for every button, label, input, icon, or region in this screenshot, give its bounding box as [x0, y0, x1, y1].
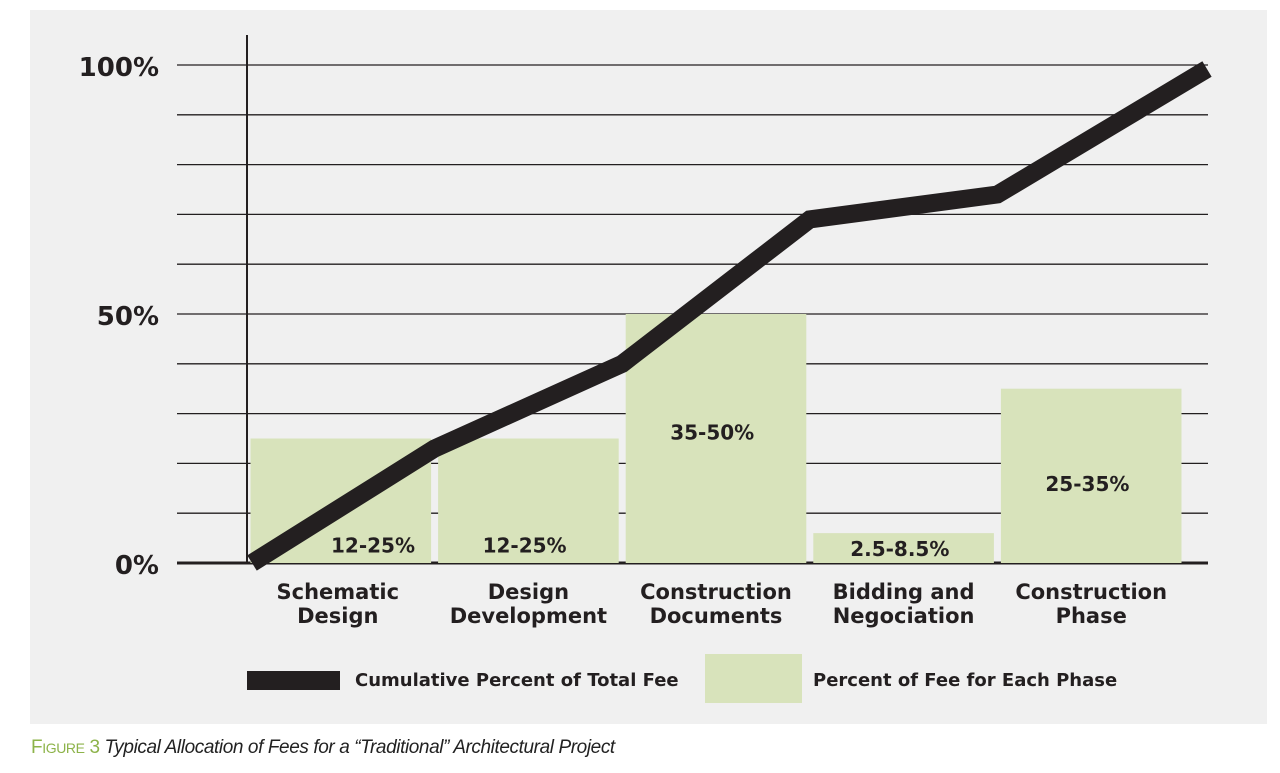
figure-caption: Figure 3 Typical Allocation of Fees for …: [31, 737, 615, 759]
x-tick-label-line: Documents: [650, 604, 783, 628]
cumulative-line: [247, 61, 1212, 571]
x-tick-label-line: Construction: [640, 580, 792, 604]
x-tick-label-line: Construction: [1015, 580, 1167, 604]
y-tick-label: 100%: [79, 53, 159, 83]
caption-text: Typical Allocation of Fees for a “Tradit…: [104, 737, 616, 758]
x-tick-label-line: Bidding and: [833, 580, 975, 604]
bar: [813, 533, 994, 563]
bar: [1000, 388, 1182, 563]
figure-label: Figure 3: [31, 737, 100, 758]
fee-allocation-chart: 0% 50% 100% 12-25% 12-25% 35-50% 2.5-8.5% 25-35…: [79, 35, 1212, 703]
legend-swatch-line: [247, 671, 340, 690]
bar-value-label: 2.5-8.5%: [850, 537, 949, 561]
x-tick-label: Schematic Design: [277, 580, 400, 628]
y-tick-label: 0%: [115, 551, 159, 581]
bar-value-label: 12-25%: [483, 534, 567, 558]
x-tick-label-line: Design: [297, 604, 378, 628]
chart-panel: 0% 50% 100% 12-25% 12-25% 35-50% 2.5-8.5% 25-35…: [30, 10, 1267, 724]
x-tick-label: Construction Phase: [1015, 580, 1167, 628]
x-tick-label-line: Phase: [1056, 604, 1127, 628]
bar: [625, 314, 807, 563]
x-tick-label-line: Design: [488, 580, 569, 604]
x-tick-label: Design Development: [450, 580, 607, 628]
x-tick-label-line: Schematic: [277, 580, 400, 604]
bar: [438, 438, 619, 563]
y-tick-label: 50%: [97, 302, 159, 332]
bar-value-label: 35-50%: [670, 420, 754, 444]
bar-value-label: 12-25%: [331, 534, 415, 558]
x-tick-label-line: Negociation: [833, 604, 975, 628]
bar-value-label: 25-35%: [1045, 472, 1129, 496]
x-tick-label: Bidding and Negociation: [833, 580, 975, 628]
x-tick-label-line: Development: [450, 604, 607, 628]
legend-label-bar: Percent of Fee for Each Phase: [813, 670, 1117, 691]
legend-swatch-bar: [705, 654, 802, 703]
legend-label-line: Cumulative Percent of Total Fee: [355, 670, 679, 691]
x-tick-label: Construction Documents: [640, 580, 792, 628]
